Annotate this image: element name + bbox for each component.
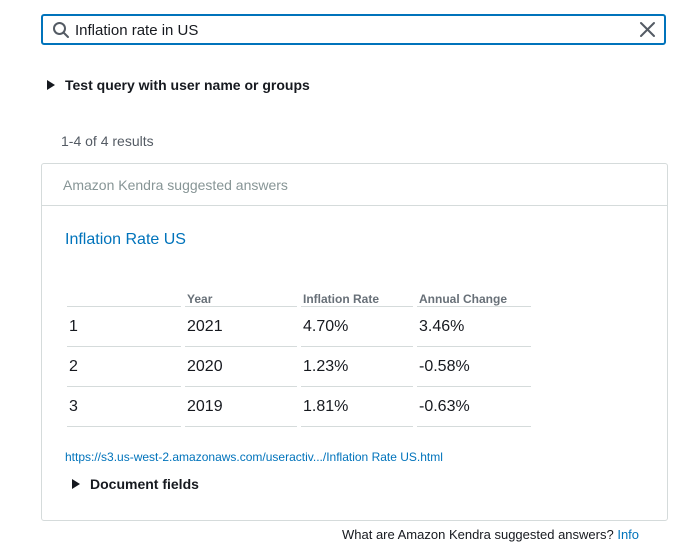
table-cell: 1 [67,306,181,347]
table-row: 1 2021 4.70% 3.46% [67,306,531,347]
table-cell: 2021 [185,306,297,347]
table-cell: 3.46% [417,306,531,347]
answer-table: Year Inflation Rate Annual Change 1 2021… [67,284,531,427]
column-header: Year [185,284,297,307]
table-cell: 3 [67,386,181,427]
caret-right-icon [72,479,80,489]
table-cell: -0.58% [417,346,531,387]
caret-right-icon [47,80,55,90]
close-icon[interactable] [639,21,656,38]
search-box [41,14,666,45]
column-header [67,284,181,307]
table-row: 3 2019 1.81% -0.63% [67,386,531,427]
table-cell: 4.70% [301,306,413,347]
table-cell: 2020 [185,346,297,387]
document-fields-expander[interactable]: Document fields [72,476,199,492]
table-cell: -0.63% [417,386,531,427]
search-icon [52,21,70,39]
search-input[interactable] [75,19,635,41]
table-row: 2 2020 1.23% -0.58% [67,346,531,387]
answer-title-link[interactable]: Inflation Rate US [65,231,186,248]
table-cell: 2 [67,346,181,387]
test-query-expander[interactable]: Test query with user name or groups [47,77,310,93]
column-header: Annual Change [417,284,531,307]
table-header-row: Year Inflation Rate Annual Change [67,284,531,307]
column-header: Inflation Rate [301,284,413,307]
table-cell: 1.23% [301,346,413,387]
table-cell: 1.81% [301,386,413,427]
document-fields-label: Document fields [90,476,199,492]
results-count: 1-4 of 4 results [61,133,154,149]
card-header: Amazon Kendra suggested answers [42,164,667,206]
table-cell: 2019 [185,386,297,427]
test-query-label: Test query with user name or groups [65,77,310,93]
suggested-answers-card: Amazon Kendra suggested answers Inflatio… [41,163,668,521]
source-url-link[interactable]: https://s3.us-west-2.amazonaws.com/usera… [65,450,443,464]
